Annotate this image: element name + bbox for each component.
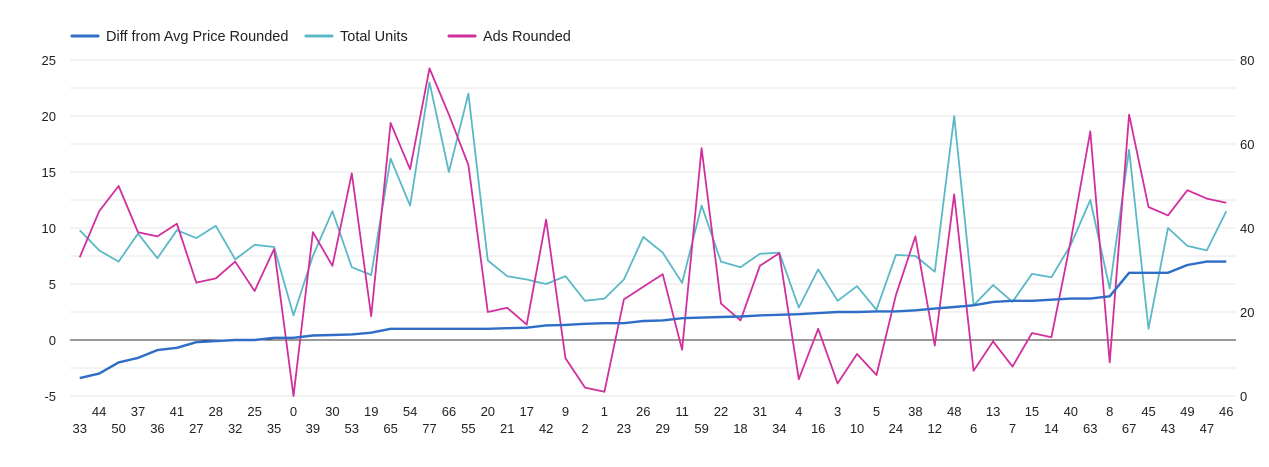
y-left-tick-label: 0 — [49, 333, 56, 348]
x-tick-label: 14 — [1044, 421, 1058, 436]
legend-label: Diff from Avg Price Rounded — [106, 29, 288, 45]
x-tick-label: 50 — [111, 421, 125, 436]
x-tick-label: 42 — [539, 421, 553, 436]
x-tick-label: 48 — [947, 404, 961, 419]
series-line-ads-rounded — [78, 67, 1227, 397]
y-right-tick-label: 20 — [1240, 305, 1254, 320]
x-tick-label: 77 — [422, 421, 436, 436]
x-tick-label: 65 — [383, 421, 397, 436]
x-tick-label: 13 — [986, 404, 1000, 419]
x-tick-label: 31 — [753, 404, 767, 419]
y-left-tick-label: 5 — [49, 277, 56, 292]
x-tick-label: 40 — [1064, 404, 1078, 419]
x-tick-label: 9 — [562, 404, 569, 419]
x-tick-label: 1 — [601, 404, 608, 419]
x-tick-label: 43 — [1161, 421, 1175, 436]
x-tick-label: 3 — [834, 404, 841, 419]
y-right-tick-label: 40 — [1240, 221, 1254, 236]
x-tick-label: 18 — [733, 421, 747, 436]
x-tick-label: 41 — [170, 404, 184, 419]
x-tick-label: 20 — [481, 404, 495, 419]
x-tick-label: 12 — [928, 421, 942, 436]
y-left-tick-label: -5 — [44, 389, 56, 404]
legend-label: Total Units — [340, 29, 408, 45]
y-left-tick-label: 15 — [42, 165, 56, 180]
x-tick-label: 22 — [714, 404, 728, 419]
x-tick-label: 15 — [1025, 404, 1039, 419]
x-tick-label: 55 — [461, 421, 475, 436]
x-tick-label: 11 — [675, 404, 689, 419]
x-tick-label: 6 — [970, 421, 977, 436]
x-tick-label: 33 — [72, 421, 86, 436]
x-tick-label: 37 — [131, 404, 145, 419]
x-tick-label: 67 — [1122, 421, 1136, 436]
x-tick-label: 4 — [795, 404, 802, 419]
x-tick-label: 30 — [325, 404, 339, 419]
x-tick-label: 10 — [850, 421, 864, 436]
x-tick-label: 47 — [1200, 421, 1214, 436]
x-tick-label: 29 — [655, 421, 669, 436]
series-line-diff-from-avg-price-rounded — [79, 260, 1227, 380]
y-right-tick-label: 60 — [1240, 137, 1254, 152]
x-tick-label: 23 — [617, 421, 631, 436]
x-tick-label: 2 — [581, 421, 588, 436]
x-tick-label: 25 — [247, 404, 261, 419]
y-left-tick-label: 20 — [42, 109, 56, 124]
x-tick-label: 59 — [694, 421, 708, 436]
x-tick-label: 28 — [209, 404, 223, 419]
x-tick-label: 7 — [1009, 421, 1016, 436]
x-tick-label: 54 — [403, 404, 417, 419]
x-tick-label: 53 — [345, 421, 359, 436]
x-tick-label: 8 — [1106, 404, 1113, 419]
x-tick-label: 17 — [519, 404, 533, 419]
x-tick-label: 49 — [1180, 404, 1194, 419]
x-tick-label: 5 — [873, 404, 880, 419]
x-tick-label: 19 — [364, 404, 378, 419]
y-right-tick-label: 0 — [1240, 389, 1247, 404]
x-tick-label: 39 — [306, 421, 320, 436]
x-tick-label: 35 — [267, 421, 281, 436]
y-right-tick-label: 80 — [1240, 53, 1254, 68]
x-tick-label: 32 — [228, 421, 242, 436]
x-tick-label: 26 — [636, 404, 650, 419]
x-tick-label: 24 — [889, 421, 903, 436]
x-tick-label: 0 — [290, 404, 297, 419]
x-tick-label: 27 — [189, 421, 203, 436]
x-tick-label: 21 — [500, 421, 514, 436]
y-left-tick-label: 10 — [42, 221, 56, 236]
x-tick-label: 36 — [150, 421, 164, 436]
x-tick-label: 66 — [442, 404, 456, 419]
x-tick-label: 46 — [1219, 404, 1233, 419]
x-tick-label: 16 — [811, 421, 825, 436]
x-tick-label: 34 — [772, 421, 786, 436]
legend-label: Ads Rounded — [483, 29, 571, 45]
series-line-total-units — [79, 81, 1228, 330]
x-tick-label: 38 — [908, 404, 922, 419]
x-tick-label: 44 — [92, 404, 106, 419]
y-left-tick-label: 25 — [42, 53, 56, 68]
x-tick-label: 63 — [1083, 421, 1097, 436]
x-tick-label: 45 — [1141, 404, 1155, 419]
